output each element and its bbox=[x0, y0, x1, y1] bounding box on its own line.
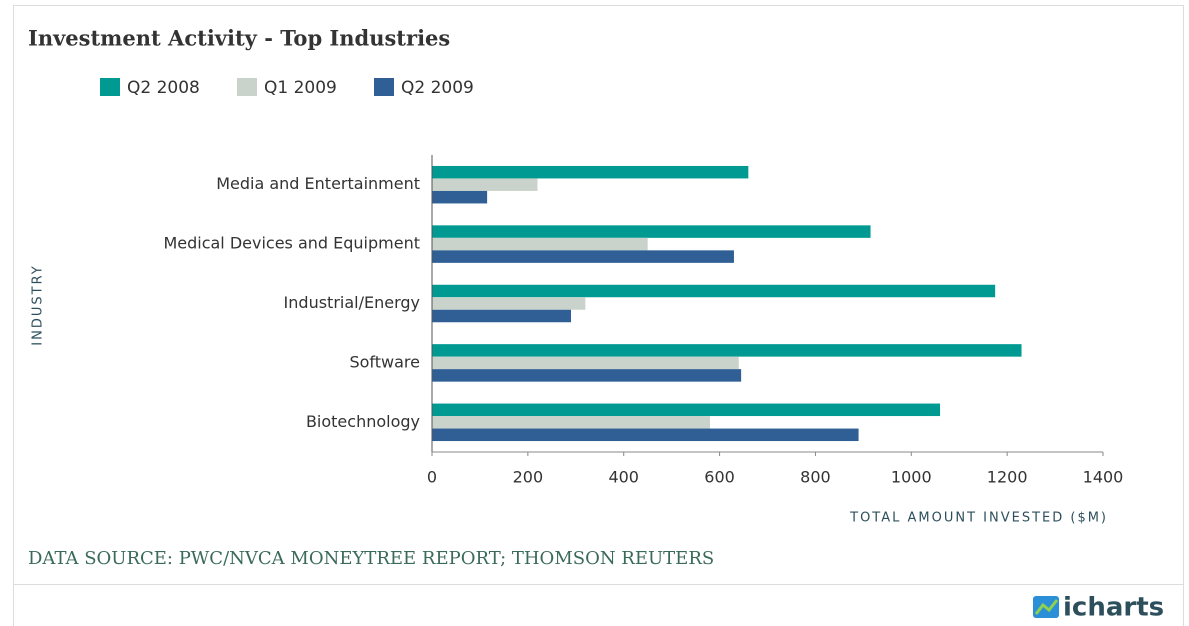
bar bbox=[432, 178, 538, 191]
bar bbox=[432, 225, 871, 238]
y-tick-label: Biotechnology bbox=[306, 412, 420, 431]
legend-swatch bbox=[374, 78, 394, 96]
legend-label: Q1 2009 bbox=[264, 78, 337, 98]
legend-swatch bbox=[100, 78, 120, 96]
bar bbox=[432, 297, 586, 310]
x-tick-label: 600 bbox=[704, 468, 735, 487]
y-axis-label: INDUSTRY bbox=[31, 264, 46, 345]
logo-line bbox=[1034, 599, 1059, 615]
x-tick-label: 1400 bbox=[1083, 468, 1124, 487]
brand-logo: icharts bbox=[1033, 593, 1164, 623]
legend-label: Q2 2009 bbox=[401, 78, 474, 98]
legend-swatch bbox=[237, 78, 257, 96]
x-tick-label: 800 bbox=[800, 468, 831, 487]
x-tick-label: 200 bbox=[513, 468, 544, 487]
bar bbox=[432, 165, 749, 179]
bar bbox=[432, 356, 739, 370]
x-tick-label: 1000 bbox=[891, 468, 932, 487]
x-axis-label: TOTAL AMOUNT INVESTED ($M) bbox=[849, 511, 1108, 526]
y-tick-label: Medical Devices and Equipment bbox=[163, 234, 420, 253]
x-tick-label: 400 bbox=[608, 468, 639, 487]
bar bbox=[432, 428, 859, 442]
bar bbox=[432, 237, 648, 251]
y-tick-label: Industrial/Energy bbox=[284, 293, 420, 312]
source-note: DATA SOURCE: PWC/NVCA MONEYTREE REPORT; … bbox=[28, 548, 714, 569]
y-tick-label: Software bbox=[349, 352, 420, 371]
chart-title: Investment Activity - Top Industries bbox=[28, 26, 450, 51]
brand-text: icharts bbox=[1063, 593, 1164, 623]
x-tick-label: 1200 bbox=[987, 468, 1028, 487]
legend-label: Q2 2008 bbox=[127, 78, 200, 98]
y-tick-label: Media and Entertainment bbox=[216, 174, 420, 193]
bar bbox=[432, 250, 734, 263]
bar bbox=[432, 284, 996, 298]
x-tick-label: 0 bbox=[427, 468, 437, 487]
bar bbox=[432, 416, 710, 429]
bar bbox=[432, 403, 941, 417]
bar bbox=[432, 190, 488, 204]
bar bbox=[432, 344, 1022, 357]
frame bbox=[13, 5, 1184, 626]
bar bbox=[432, 369, 742, 382]
bar bbox=[432, 309, 571, 323]
